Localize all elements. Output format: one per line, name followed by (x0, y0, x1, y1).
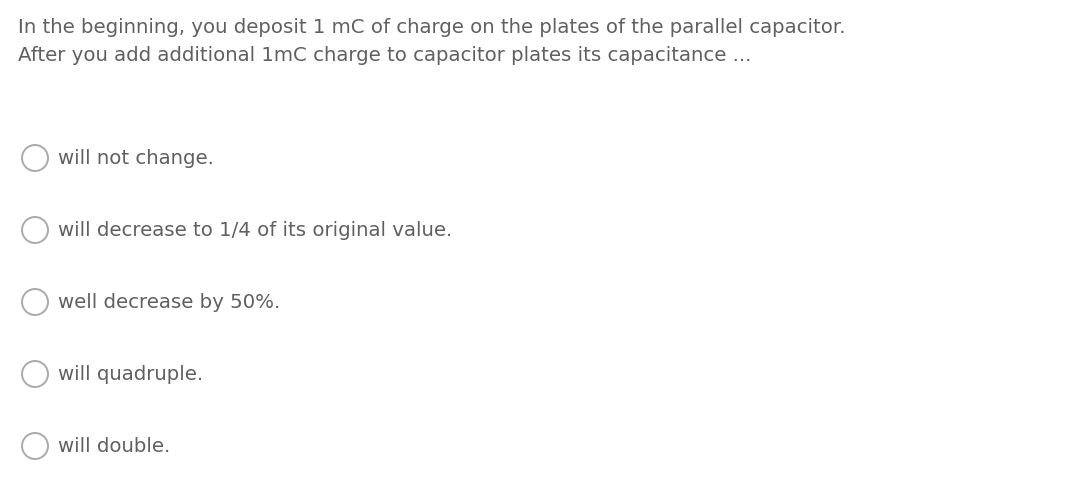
Text: well decrease by 50%.: well decrease by 50%. (58, 292, 281, 311)
Text: In the beginning, you deposit 1 mC of charge on the plates of the parallel capac: In the beginning, you deposit 1 mC of ch… (18, 18, 845, 37)
Text: will double.: will double. (58, 436, 171, 455)
Text: After you add additional 1mC charge to capacitor plates its capacitance ...: After you add additional 1mC charge to c… (18, 46, 751, 65)
Text: will not change.: will not change. (58, 148, 213, 167)
Text: will decrease to 1/4 of its original value.: will decrease to 1/4 of its original val… (58, 221, 452, 240)
Text: will quadruple.: will quadruple. (58, 365, 203, 384)
